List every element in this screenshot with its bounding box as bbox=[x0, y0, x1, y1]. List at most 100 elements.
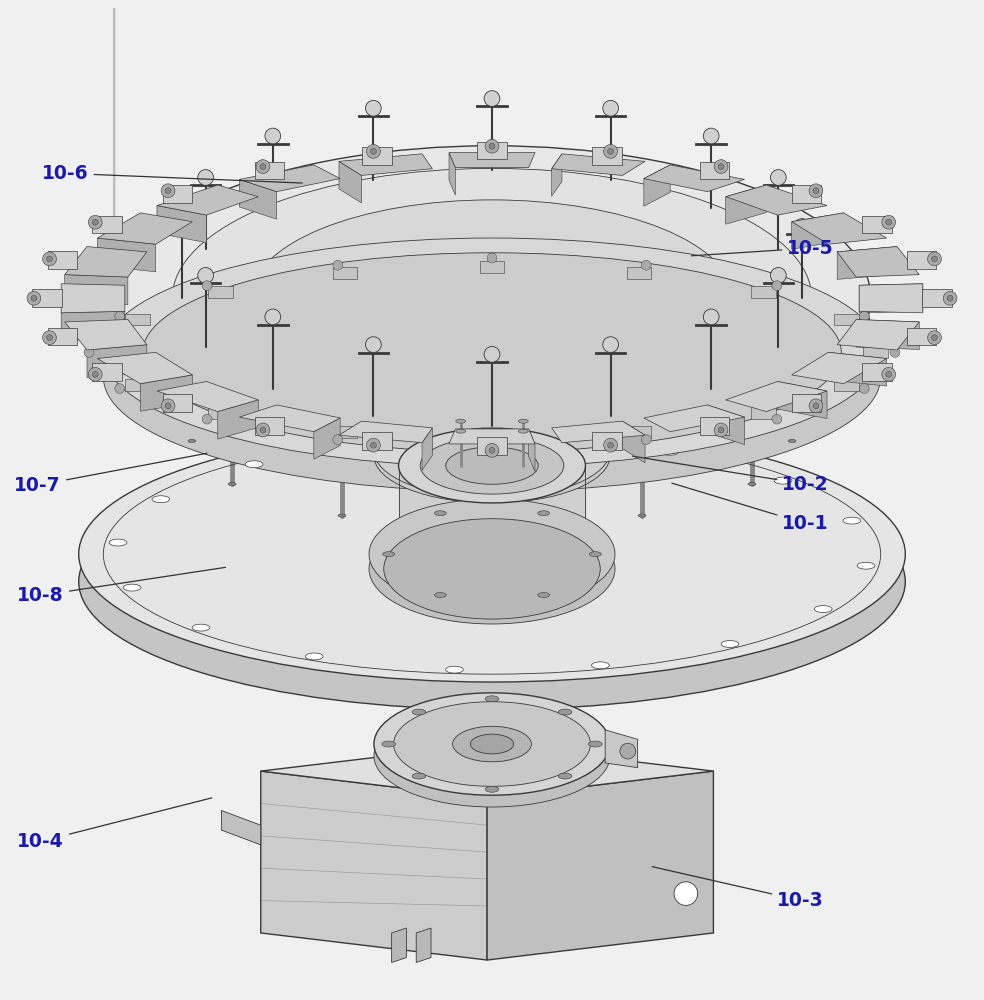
Circle shape bbox=[333, 435, 342, 445]
Circle shape bbox=[603, 337, 619, 353]
Polygon shape bbox=[605, 730, 638, 768]
Ellipse shape bbox=[485, 786, 499, 792]
Circle shape bbox=[772, 281, 782, 291]
Ellipse shape bbox=[588, 741, 602, 747]
Ellipse shape bbox=[412, 709, 426, 715]
Polygon shape bbox=[792, 352, 887, 384]
Polygon shape bbox=[792, 213, 887, 244]
Polygon shape bbox=[65, 247, 147, 277]
Polygon shape bbox=[125, 314, 150, 325]
Ellipse shape bbox=[661, 448, 679, 455]
Polygon shape bbox=[261, 771, 487, 960]
Ellipse shape bbox=[549, 262, 581, 276]
Polygon shape bbox=[338, 161, 361, 203]
Circle shape bbox=[42, 331, 56, 345]
Polygon shape bbox=[92, 363, 122, 381]
Ellipse shape bbox=[549, 321, 581, 334]
Polygon shape bbox=[157, 381, 258, 412]
Ellipse shape bbox=[476, 250, 508, 264]
Circle shape bbox=[642, 435, 651, 445]
Ellipse shape bbox=[375, 440, 393, 446]
Circle shape bbox=[165, 188, 171, 194]
Polygon shape bbox=[362, 432, 392, 450]
Circle shape bbox=[198, 268, 214, 283]
Ellipse shape bbox=[403, 321, 435, 334]
Circle shape bbox=[165, 403, 171, 409]
Circle shape bbox=[886, 371, 892, 377]
Ellipse shape bbox=[374, 705, 610, 807]
Circle shape bbox=[642, 260, 651, 270]
Ellipse shape bbox=[435, 593, 447, 597]
Ellipse shape bbox=[383, 552, 395, 557]
Circle shape bbox=[487, 442, 497, 452]
Ellipse shape bbox=[123, 584, 141, 591]
Polygon shape bbox=[700, 162, 729, 179]
Polygon shape bbox=[859, 284, 923, 313]
Ellipse shape bbox=[79, 454, 905, 710]
Ellipse shape bbox=[843, 517, 861, 524]
Circle shape bbox=[704, 309, 719, 325]
Polygon shape bbox=[65, 275, 128, 305]
Polygon shape bbox=[592, 432, 622, 450]
Ellipse shape bbox=[521, 435, 538, 442]
Ellipse shape bbox=[857, 562, 875, 569]
Ellipse shape bbox=[476, 333, 508, 346]
Polygon shape bbox=[751, 407, 775, 419]
Ellipse shape bbox=[79, 426, 905, 682]
Polygon shape bbox=[162, 185, 192, 203]
Ellipse shape bbox=[103, 263, 881, 491]
Polygon shape bbox=[528, 429, 535, 471]
Polygon shape bbox=[627, 426, 651, 438]
Circle shape bbox=[27, 291, 40, 305]
Circle shape bbox=[487, 253, 497, 263]
Ellipse shape bbox=[506, 318, 531, 330]
Polygon shape bbox=[862, 363, 892, 381]
Ellipse shape bbox=[456, 429, 465, 433]
Circle shape bbox=[484, 346, 500, 362]
Polygon shape bbox=[856, 320, 919, 349]
Polygon shape bbox=[552, 154, 562, 196]
Polygon shape bbox=[239, 165, 340, 192]
Polygon shape bbox=[333, 267, 357, 279]
Polygon shape bbox=[777, 381, 827, 419]
Polygon shape bbox=[141, 375, 192, 411]
Polygon shape bbox=[487, 771, 713, 960]
Ellipse shape bbox=[558, 773, 572, 779]
Circle shape bbox=[886, 219, 892, 225]
Circle shape bbox=[882, 215, 895, 229]
Ellipse shape bbox=[537, 511, 549, 516]
Polygon shape bbox=[157, 185, 258, 215]
Circle shape bbox=[365, 100, 381, 116]
Ellipse shape bbox=[394, 702, 590, 786]
Ellipse shape bbox=[721, 641, 739, 647]
Polygon shape bbox=[592, 147, 622, 165]
Polygon shape bbox=[477, 437, 507, 455]
Polygon shape bbox=[416, 928, 431, 962]
Text: 10-3: 10-3 bbox=[652, 867, 825, 910]
Circle shape bbox=[202, 281, 212, 291]
Circle shape bbox=[367, 144, 381, 158]
Polygon shape bbox=[449, 153, 456, 195]
Ellipse shape bbox=[519, 429, 528, 433]
Polygon shape bbox=[477, 142, 507, 159]
Circle shape bbox=[882, 367, 895, 381]
Polygon shape bbox=[480, 261, 504, 273]
Ellipse shape bbox=[172, 168, 812, 428]
Ellipse shape bbox=[103, 238, 881, 467]
Circle shape bbox=[92, 371, 98, 377]
Polygon shape bbox=[239, 405, 340, 432]
Polygon shape bbox=[65, 320, 147, 350]
Circle shape bbox=[265, 128, 280, 144]
Ellipse shape bbox=[245, 461, 263, 468]
Polygon shape bbox=[255, 417, 284, 435]
Polygon shape bbox=[217, 400, 258, 439]
Circle shape bbox=[202, 414, 212, 424]
Polygon shape bbox=[32, 289, 62, 307]
Polygon shape bbox=[209, 407, 233, 419]
Circle shape bbox=[704, 128, 719, 144]
Ellipse shape bbox=[453, 726, 531, 762]
Polygon shape bbox=[552, 154, 646, 175]
Ellipse shape bbox=[580, 291, 611, 305]
Circle shape bbox=[84, 347, 93, 357]
Circle shape bbox=[161, 184, 175, 198]
